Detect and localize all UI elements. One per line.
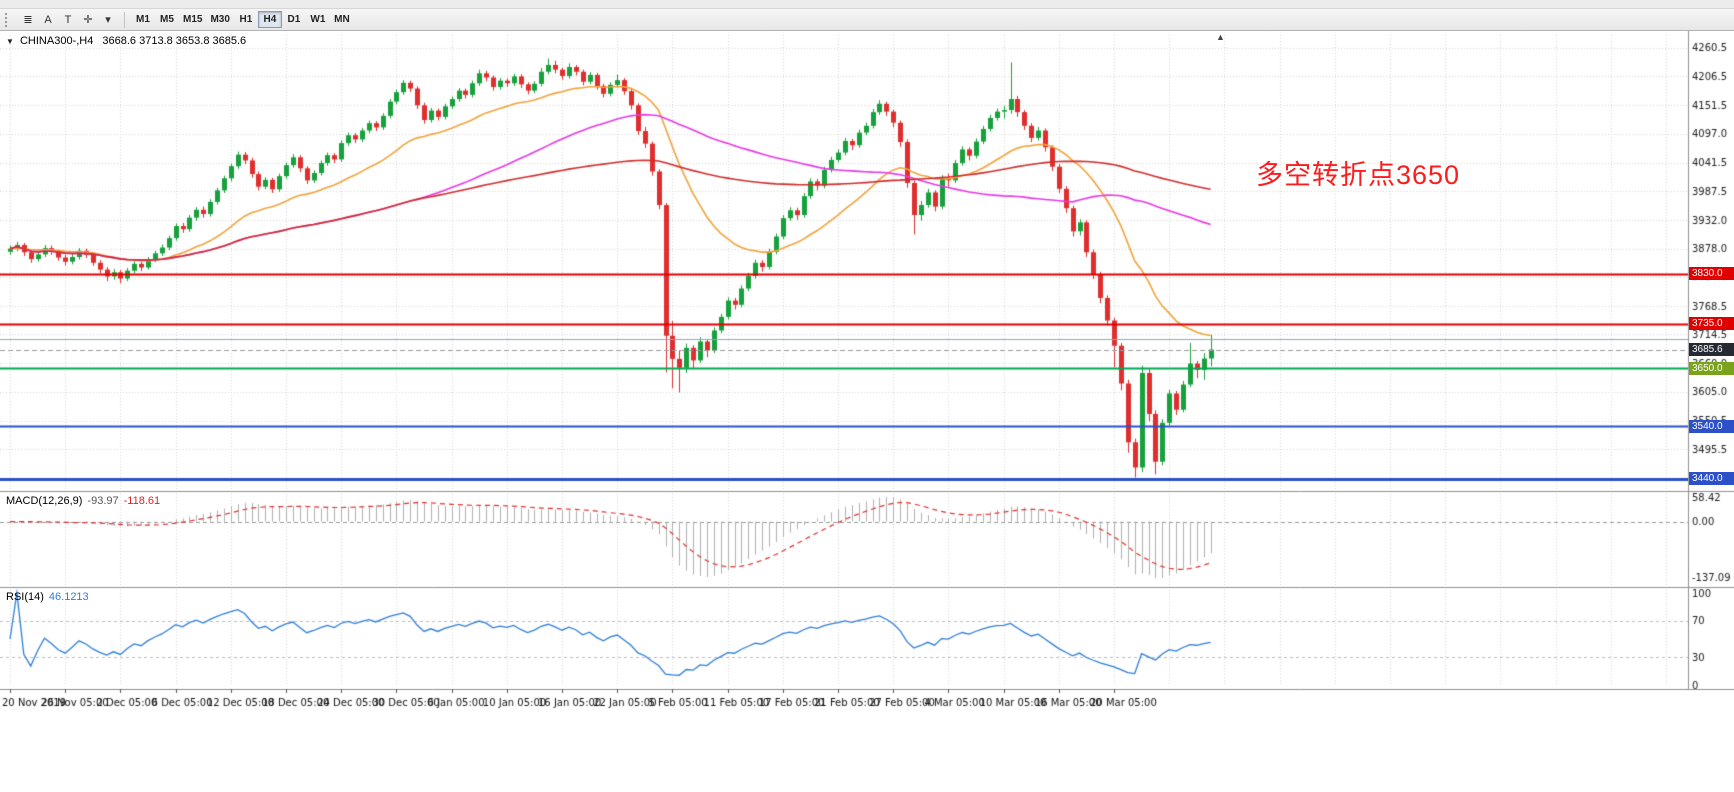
chart-annotation[interactable]: 多空转折点3650: [1256, 160, 1461, 190]
toolbar: ≣ A T ✛ ▾ M1 M5 M15 M30 H1 H4 D1 W1 MN: [0, 9, 1734, 31]
timeframe-M5-button[interactable]: M5: [155, 11, 179, 28]
price-chart-canvas[interactable]: [0, 31, 1734, 792]
timeframe-group: M1 M5 M15 M30 H1 H4 D1 W1 MN: [131, 11, 354, 28]
chart-list-button[interactable]: ≣: [18, 11, 38, 29]
letter-a-button[interactable]: A: [38, 11, 58, 29]
rsi-label: RSI(14) 46.1213: [6, 591, 89, 603]
chart-header: ▼ CHINA300-,H4 3668.6 3713.8 3653.8 3685…: [6, 35, 246, 47]
price-line-badge: 3440.0: [1689, 472, 1734, 485]
tool-dropdown-icon: ▾: [105, 14, 111, 26]
price-line-badge: 3735.0: [1689, 317, 1734, 331]
chart-ohlc: 3668.6 3713.8 3653.8 3685.6: [102, 35, 247, 47]
chart-shift-icon[interactable]: ▲: [1216, 32, 1225, 42]
window-top-strip: [0, 0, 1734, 9]
crosshair-button[interactable]: ✛: [78, 11, 98, 29]
timeframe-H1-button[interactable]: H1: [234, 11, 258, 28]
timeframe-H4-button[interactable]: H4: [257, 11, 282, 28]
toolbar-separator: [124, 11, 125, 28]
letter-a-icon: A: [44, 13, 52, 26]
time-axis[interactable]: [0, 689, 1688, 713]
rsi-value: 46.1213: [48, 591, 89, 603]
tool-button-group: ≣ A T ✛ ▾: [18, 11, 118, 29]
toolbar-grip[interactable]: [5, 12, 12, 27]
rsi-title: RSI(14): [6, 591, 44, 603]
macd-main-value: -93.97: [87, 495, 119, 507]
timeframe-M30-button[interactable]: M30: [206, 11, 233, 28]
chart-window: ▼ CHINA300-,H4 3668.6 3713.8 3653.8 3685…: [0, 31, 1734, 792]
current-price-badge: 3685.6: [1689, 343, 1734, 357]
macd-signal-value: -118.61: [123, 495, 161, 507]
price-line-badge: 3830.0: [1689, 267, 1734, 281]
timeframe-M15-button[interactable]: M15: [179, 11, 206, 28]
macd-label: MACD(12,26,9) -93.97 -118.61: [6, 495, 160, 507]
price-line-badge: 3650.0: [1689, 361, 1734, 375]
crosshair-icon: ✛: [83, 14, 93, 26]
chart-symbol: CHINA300-,H4: [19, 35, 94, 47]
price-axis[interactable]: [1688, 31, 1734, 689]
tool-dropdown-button[interactable]: ▾: [98, 11, 118, 29]
timeframe-W1-button[interactable]: W1: [306, 11, 330, 28]
chart-list-icon: ≣: [23, 14, 33, 26]
price-line-badge: 3540.0: [1689, 419, 1734, 433]
timeframe-MN-button[interactable]: MN: [330, 11, 354, 28]
macd-title: MACD(12,26,9): [6, 495, 83, 507]
text-tool-icon: T: [64, 13, 72, 26]
collapse-icon[interactable]: ▼: [6, 37, 14, 46]
text-tool-button[interactable]: T: [58, 11, 78, 29]
timeframe-D1-button[interactable]: D1: [282, 11, 306, 28]
timeframe-M1-button[interactable]: M1: [131, 11, 155, 28]
